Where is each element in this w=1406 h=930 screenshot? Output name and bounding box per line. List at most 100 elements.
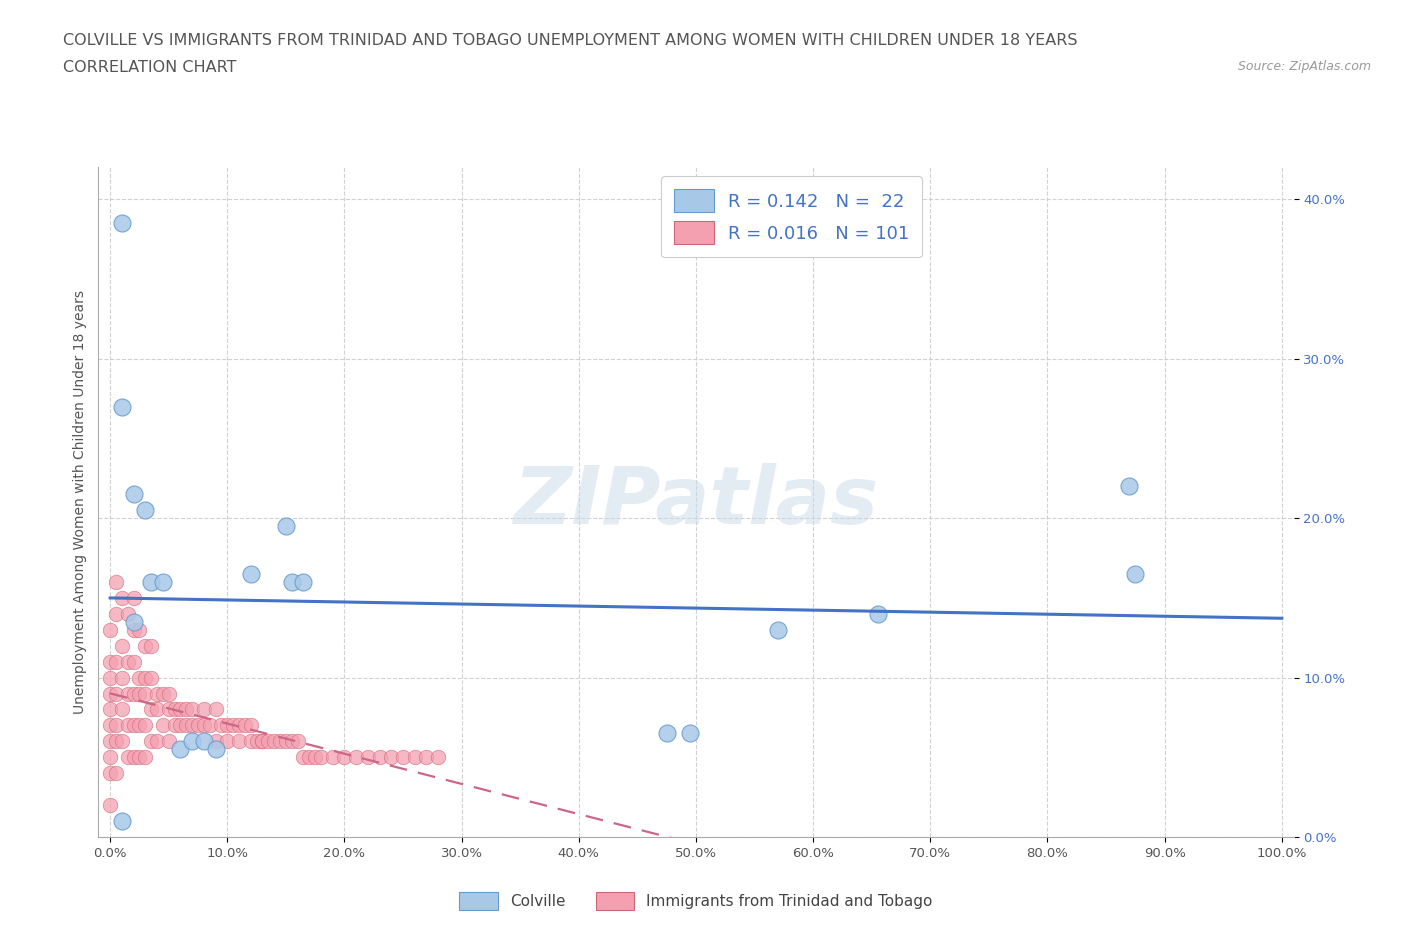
Point (228, 718, 250, 733)
Point (380, 750, 402, 764)
Point (111, 591, 134, 605)
Point (309, 750, 332, 764)
Point (181, 702, 204, 717)
Point (157, 702, 180, 717)
Point (263, 734, 285, 749)
Point (193, 702, 215, 717)
Point (105, 606, 128, 621)
Point (117, 654, 139, 669)
Point (134, 750, 156, 764)
Text: Source: ZipAtlas.com: Source: ZipAtlas.com (1237, 60, 1371, 73)
Point (157, 734, 180, 749)
Point (152, 686, 174, 701)
Point (146, 734, 169, 749)
Point (1125, 566, 1147, 581)
Point (281, 575, 304, 590)
Point (181, 734, 204, 749)
Point (98, 734, 121, 749)
Point (187, 718, 209, 733)
Text: ZIPatlas: ZIPatlas (513, 463, 879, 541)
Point (105, 575, 128, 590)
Point (117, 686, 139, 701)
Point (866, 606, 889, 621)
Point (252, 734, 274, 749)
Point (169, 702, 191, 717)
Point (122, 686, 145, 701)
Point (163, 718, 186, 733)
Point (98, 702, 121, 717)
Point (357, 750, 380, 764)
Point (122, 750, 145, 764)
Text: COLVILLE VS IMMIGRANTS FROM TRINIDAD AND TOBAGO UNEMPLOYMENT AMONG WOMEN WITH CH: COLVILLE VS IMMIGRANTS FROM TRINIDAD AND… (63, 33, 1078, 47)
Point (98, 671, 121, 685)
Point (333, 750, 356, 764)
Point (368, 750, 391, 764)
Point (134, 503, 156, 518)
Point (98, 750, 121, 764)
Point (141, 702, 163, 717)
Point (105, 734, 128, 749)
Point (304, 750, 326, 764)
Y-axis label: Unemployment Among Women with Children Under 18 years: Unemployment Among Women with Children U… (73, 290, 87, 714)
Point (98, 686, 121, 701)
Point (111, 638, 134, 653)
Point (122, 718, 145, 733)
Point (292, 575, 315, 590)
Point (98, 654, 121, 669)
Point (111, 814, 134, 829)
Point (105, 686, 128, 701)
Point (322, 750, 344, 764)
Point (239, 566, 262, 581)
Point (98, 798, 121, 813)
Point (404, 750, 426, 764)
Point (117, 606, 139, 621)
Point (217, 734, 239, 749)
Point (204, 734, 226, 749)
Point (105, 718, 128, 733)
Point (287, 734, 309, 749)
Point (281, 734, 304, 749)
Point (141, 734, 163, 749)
Point (98, 622, 121, 637)
Point (292, 750, 315, 764)
Point (134, 671, 156, 685)
Point (111, 216, 134, 231)
Point (198, 718, 221, 733)
Point (174, 702, 197, 717)
Point (157, 686, 180, 701)
Point (298, 750, 321, 764)
Point (193, 734, 215, 749)
Point (122, 615, 145, 630)
Point (111, 702, 134, 717)
Point (655, 726, 678, 741)
Point (141, 638, 163, 653)
Point (152, 575, 174, 590)
Point (679, 726, 702, 741)
Point (193, 718, 215, 733)
Point (134, 638, 156, 653)
Point (117, 750, 139, 764)
Point (117, 718, 139, 733)
Point (122, 622, 145, 637)
Point (98, 765, 121, 780)
Point (128, 750, 150, 764)
Point (217, 718, 239, 733)
Point (239, 734, 262, 749)
Point (146, 686, 169, 701)
Point (122, 486, 145, 501)
Point (274, 519, 297, 534)
Point (134, 718, 156, 733)
Point (239, 718, 262, 733)
Point (415, 750, 437, 764)
Point (766, 622, 789, 637)
Point (222, 718, 245, 733)
Legend: Colville, Immigrants from Trinidad and Tobago: Colville, Immigrants from Trinidad and T… (453, 885, 939, 916)
Point (152, 718, 174, 733)
Point (169, 742, 191, 757)
Point (111, 734, 134, 749)
Point (269, 734, 291, 749)
Point (274, 734, 297, 749)
Point (181, 718, 204, 733)
Point (111, 671, 134, 685)
Point (128, 671, 150, 685)
